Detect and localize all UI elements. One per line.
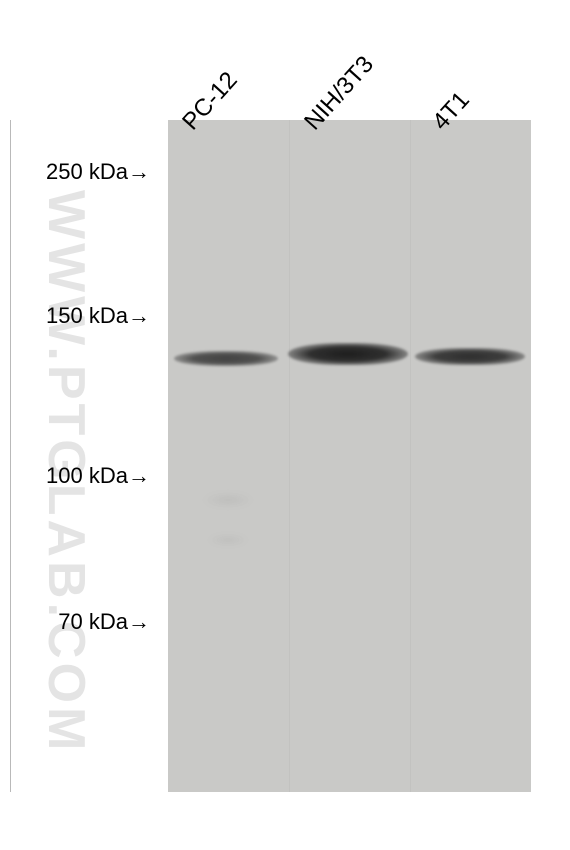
western-blot-figure: WWW.PTGLAB.COM 250 kDa→150 kDa→100 kDa→7… (0, 0, 570, 850)
protein-band (288, 343, 408, 365)
faint-band (203, 493, 253, 507)
mw-marker-label: 70 kDa→ (58, 609, 150, 635)
protein-band (415, 348, 525, 365)
protein-band (174, 351, 278, 366)
left-frame-border (10, 120, 11, 792)
blot-membrane (168, 120, 531, 792)
faint-band (208, 535, 248, 545)
mw-marker-label: 150 kDa→ (46, 303, 150, 329)
mw-marker-label: 100 kDa→ (46, 463, 150, 489)
mw-marker-label: 250 kDa→ (46, 159, 150, 185)
